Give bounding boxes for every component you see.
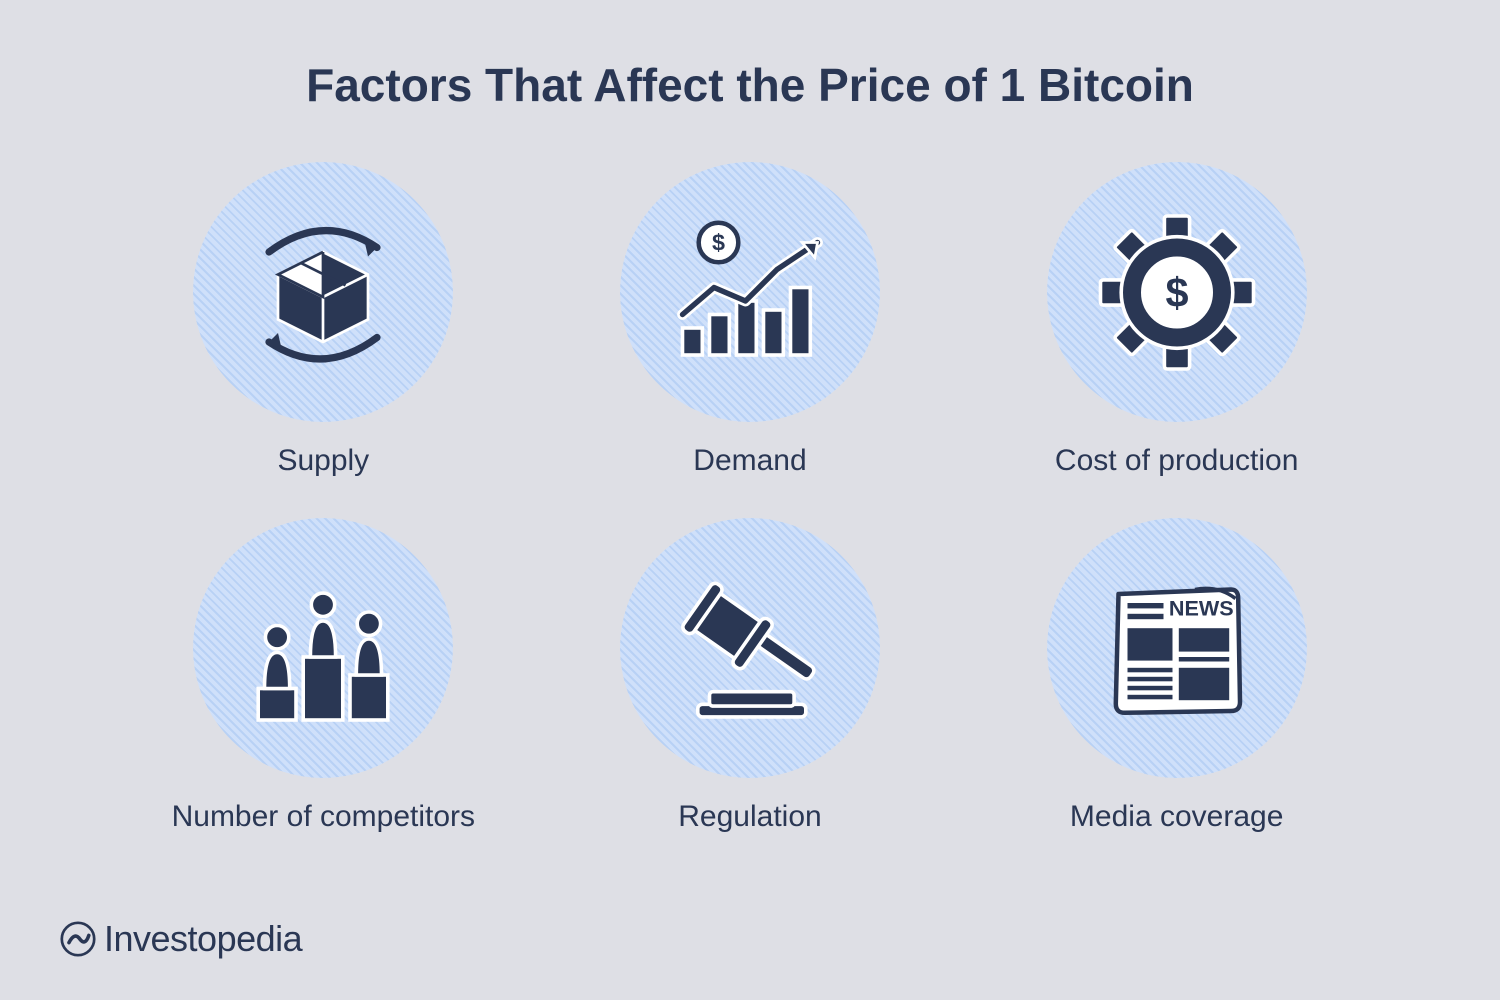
page-title: Factors That Affect the Price of 1 Bitco… <box>0 0 1500 132</box>
factor-regulation: Regulation <box>597 518 904 834</box>
demand-chart-dollar-icon: $ <box>660 202 840 382</box>
factor-label: Regulation <box>678 800 821 834</box>
svg-text:$: $ <box>712 230 725 256</box>
factor-cost-of-production: $ Cost of production <box>1023 162 1330 478</box>
factor-label: Number of competitors <box>172 800 475 834</box>
supply-box-arrows-icon <box>233 202 413 382</box>
footer-brand: Investopedia <box>60 918 302 960</box>
factor-label: Demand <box>693 444 806 478</box>
svg-text:$: $ <box>1165 269 1188 315</box>
footer-brand-text: Investopedia <box>104 918 302 960</box>
circle-bg: NEWS <box>1047 518 1307 778</box>
gear-dollar-icon: $ <box>1087 202 1267 382</box>
circle-bg <box>193 162 453 422</box>
factor-supply: Supply <box>170 162 477 478</box>
circle-bg <box>620 518 880 778</box>
factor-demand: $ Demand <box>597 162 904 478</box>
factor-label: Supply <box>277 444 369 478</box>
factor-label: Media coverage <box>1070 800 1283 834</box>
circle-bg <box>193 518 453 778</box>
factors-grid: Supply $ <box>0 132 1500 834</box>
factor-label: Cost of production <box>1055 444 1298 478</box>
circle-bg: $ <box>620 162 880 422</box>
newspaper-icon: NEWS <box>1087 558 1267 738</box>
factor-media-coverage: NEWS Media coverage <box>1023 518 1330 834</box>
podium-people-icon <box>233 558 413 738</box>
circle-bg: $ <box>1047 162 1307 422</box>
news-badge-text: NEWS <box>1169 596 1234 621</box>
investopedia-logo-icon <box>60 921 96 957</box>
factor-competitors: Number of competitors <box>170 518 477 834</box>
gavel-icon <box>660 558 840 738</box>
